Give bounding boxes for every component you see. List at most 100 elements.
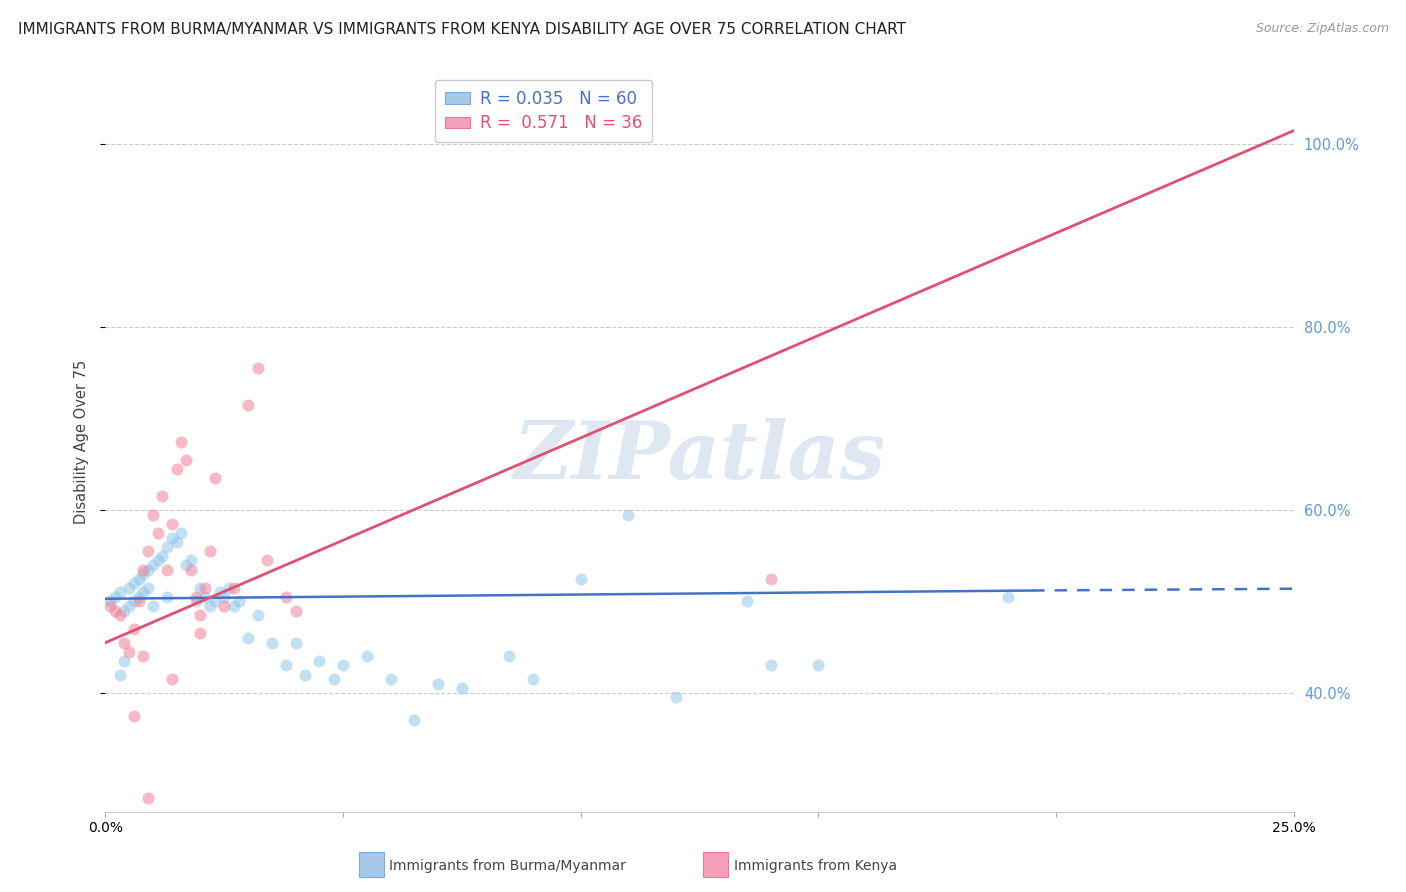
Point bbox=[166, 462, 188, 476]
Point bbox=[184, 594, 207, 608]
Point bbox=[356, 649, 378, 664]
Point bbox=[256, 553, 278, 567]
Point bbox=[128, 590, 150, 604]
Point bbox=[522, 672, 544, 686]
Text: IMMIGRANTS FROM BURMA/MYANMAR VS IMMIGRANTS FROM KENYA DISABILITY AGE OVER 75 CO: IMMIGRANTS FROM BURMA/MYANMAR VS IMMIGRA… bbox=[18, 22, 907, 37]
Legend: R = 0.035   N = 60, R =  0.571   N = 36: R = 0.035 N = 60, R = 0.571 N = 36 bbox=[434, 79, 652, 143]
Point bbox=[136, 544, 159, 558]
Point bbox=[246, 608, 269, 623]
Point bbox=[132, 562, 155, 576]
Point bbox=[427, 677, 450, 691]
Point bbox=[665, 690, 688, 705]
Text: Immigrants from Kenya: Immigrants from Kenya bbox=[734, 859, 897, 873]
Point bbox=[194, 581, 217, 595]
Text: Source: ZipAtlas.com: Source: ZipAtlas.com bbox=[1256, 22, 1389, 36]
Point bbox=[114, 654, 136, 668]
Point bbox=[807, 658, 830, 673]
Point bbox=[132, 585, 155, 599]
Point bbox=[184, 590, 207, 604]
Point bbox=[136, 791, 159, 805]
Point bbox=[997, 590, 1019, 604]
Point bbox=[146, 553, 169, 567]
Point bbox=[128, 594, 150, 608]
Point bbox=[142, 599, 165, 613]
Point bbox=[498, 649, 520, 664]
Point bbox=[214, 590, 236, 604]
Point bbox=[122, 576, 145, 591]
Point bbox=[284, 604, 307, 618]
Text: Immigrants from Burma/Myanmar: Immigrants from Burma/Myanmar bbox=[389, 859, 626, 873]
Text: ZIPatlas: ZIPatlas bbox=[513, 417, 886, 495]
Point bbox=[294, 667, 316, 681]
Point bbox=[322, 672, 344, 686]
Point bbox=[166, 535, 188, 549]
Point bbox=[118, 645, 141, 659]
Point bbox=[104, 604, 127, 618]
Point bbox=[156, 562, 179, 576]
Point bbox=[142, 558, 165, 572]
Point bbox=[174, 452, 197, 467]
Point bbox=[114, 604, 136, 618]
Point bbox=[152, 489, 174, 503]
Point bbox=[108, 585, 131, 599]
Point bbox=[108, 667, 131, 681]
Point bbox=[146, 525, 169, 540]
Point bbox=[228, 594, 250, 608]
Point bbox=[308, 654, 330, 668]
Point bbox=[136, 581, 159, 595]
Point bbox=[380, 672, 402, 686]
Point bbox=[136, 562, 159, 576]
Point bbox=[122, 622, 145, 636]
Point bbox=[450, 681, 472, 696]
Point bbox=[569, 572, 592, 586]
Point bbox=[274, 658, 297, 673]
Point bbox=[260, 635, 283, 649]
Point bbox=[118, 581, 141, 595]
Point bbox=[222, 581, 245, 595]
Point bbox=[236, 631, 259, 645]
Point bbox=[218, 581, 240, 595]
Point bbox=[98, 594, 121, 608]
Point bbox=[204, 594, 226, 608]
Point bbox=[180, 562, 202, 576]
Point bbox=[198, 599, 221, 613]
Point bbox=[160, 516, 183, 531]
Point bbox=[156, 540, 179, 554]
Point bbox=[152, 549, 174, 563]
Point bbox=[114, 635, 136, 649]
Point bbox=[190, 581, 212, 595]
Point bbox=[759, 572, 782, 586]
Point bbox=[174, 558, 197, 572]
Point bbox=[194, 590, 217, 604]
Point bbox=[214, 599, 236, 613]
Point bbox=[274, 590, 297, 604]
Point bbox=[98, 599, 121, 613]
Y-axis label: Disability Age Over 75: Disability Age Over 75 bbox=[75, 359, 90, 524]
Point bbox=[735, 594, 758, 608]
Point bbox=[204, 471, 226, 485]
Point bbox=[132, 567, 155, 582]
Point bbox=[170, 525, 193, 540]
Point bbox=[108, 608, 131, 623]
Point bbox=[284, 635, 307, 649]
Point bbox=[332, 658, 354, 673]
Point bbox=[236, 398, 259, 412]
Point bbox=[208, 585, 231, 599]
Point bbox=[190, 626, 212, 640]
Point bbox=[222, 599, 245, 613]
Point bbox=[132, 649, 155, 664]
Point bbox=[170, 434, 193, 449]
Point bbox=[142, 508, 165, 522]
Point bbox=[122, 594, 145, 608]
Point bbox=[180, 553, 202, 567]
Point bbox=[404, 714, 426, 728]
Point bbox=[190, 608, 212, 623]
Point bbox=[198, 544, 221, 558]
Point bbox=[160, 531, 183, 545]
Point bbox=[160, 672, 183, 686]
Point bbox=[156, 590, 179, 604]
Point bbox=[246, 361, 269, 376]
Point bbox=[617, 508, 640, 522]
Point bbox=[118, 599, 141, 613]
Point bbox=[122, 708, 145, 723]
